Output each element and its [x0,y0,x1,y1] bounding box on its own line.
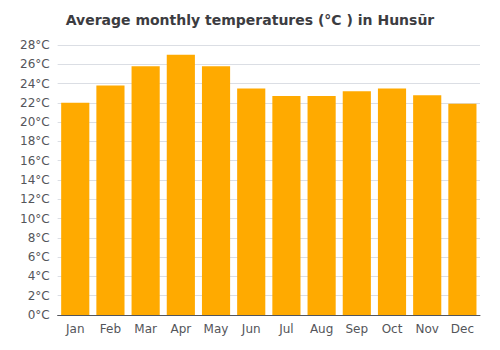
svg-text:8°C: 8°C [28,231,50,245]
svg-text:14°C: 14°C [20,173,50,187]
svg-text:2°C: 2°C [28,289,50,303]
svg-text:20°C: 20°C [20,115,50,129]
svg-text:Nov: Nov [415,322,438,336]
svg-text:24°C: 24°C [20,77,50,91]
svg-text:10°C: 10°C [20,212,50,226]
svg-text:4°C: 4°C [28,269,50,283]
svg-text:Dec: Dec [451,322,474,336]
svg-text:Jun: Jun [241,322,261,336]
svg-text:Feb: Feb [100,322,121,336]
svg-text:0°C: 0°C [28,308,50,322]
svg-text:Average monthly temperatures (: Average monthly temperatures (°C ) in Hu… [66,12,435,28]
svg-text:May: May [204,322,229,336]
svg-text:Jul: Jul [278,322,293,336]
svg-text:Jan: Jan [65,322,85,336]
svg-text:16°C: 16°C [20,154,50,168]
svg-text:26°C: 26°C [20,57,50,71]
svg-text:22°C: 22°C [20,96,50,110]
svg-text:12°C: 12°C [20,192,50,206]
svg-text:Aug: Aug [310,322,333,336]
svg-text:Sep: Sep [346,322,369,336]
svg-text:Oct: Oct [382,322,403,336]
svg-text:Mar: Mar [134,322,157,336]
svg-text:6°C: 6°C [28,250,50,264]
svg-text:Apr: Apr [170,322,191,336]
svg-text:28°C: 28°C [20,38,50,52]
svg-text:18°C: 18°C [20,134,50,148]
